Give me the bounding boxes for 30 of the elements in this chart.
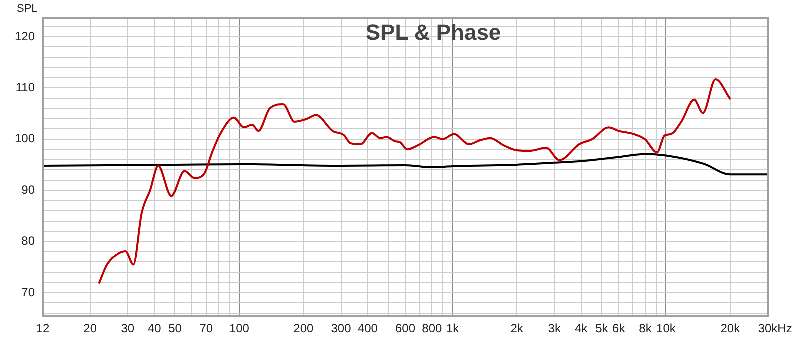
- x-axis-title: Hz: [778, 321, 792, 336]
- y-tick-label: 100: [14, 132, 36, 146]
- y-tick-label: 90: [22, 182, 36, 197]
- x-tick-label: 50: [168, 322, 182, 336]
- y-axis-title: SPL: [17, 3, 38, 16]
- y-tick-label: 70: [22, 285, 36, 300]
- x-tick-label: 600: [395, 322, 416, 336]
- x-tick-label: 3k: [548, 322, 562, 336]
- x-tick-label: 8k: [639, 322, 653, 336]
- y-tick-label: 80: [22, 234, 36, 248]
- x-tick-label: 40: [148, 322, 162, 336]
- y-tick-label: 120: [14, 29, 36, 44]
- x-tick-label: 20: [84, 322, 98, 336]
- x-tick-label: 30: [121, 322, 135, 336]
- x-tick-label: 30k: [758, 322, 779, 336]
- x-tick-label: 20k: [720, 322, 742, 336]
- x-tick-label: 800: [422, 322, 442, 336]
- x-tick-label: 2k: [510, 322, 524, 336]
- x-tick-label: 4k: [574, 322, 589, 336]
- x-tick-label: 300: [331, 322, 352, 336]
- x-tick-label: 70: [200, 322, 214, 336]
- x-tick-label: 6k: [612, 322, 626, 336]
- x-tick-label: 400: [358, 322, 378, 336]
- x-tick-label: 5k: [596, 322, 610, 336]
- x-tick-label: 100: [229, 322, 250, 336]
- x-tick-label: 200: [294, 322, 314, 336]
- x-tick-label: 12: [36, 322, 50, 336]
- x-tick-label: 10k: [656, 322, 677, 336]
- y-tick-label: 110: [16, 80, 36, 94]
- x-tick-label: 1k: [446, 322, 460, 336]
